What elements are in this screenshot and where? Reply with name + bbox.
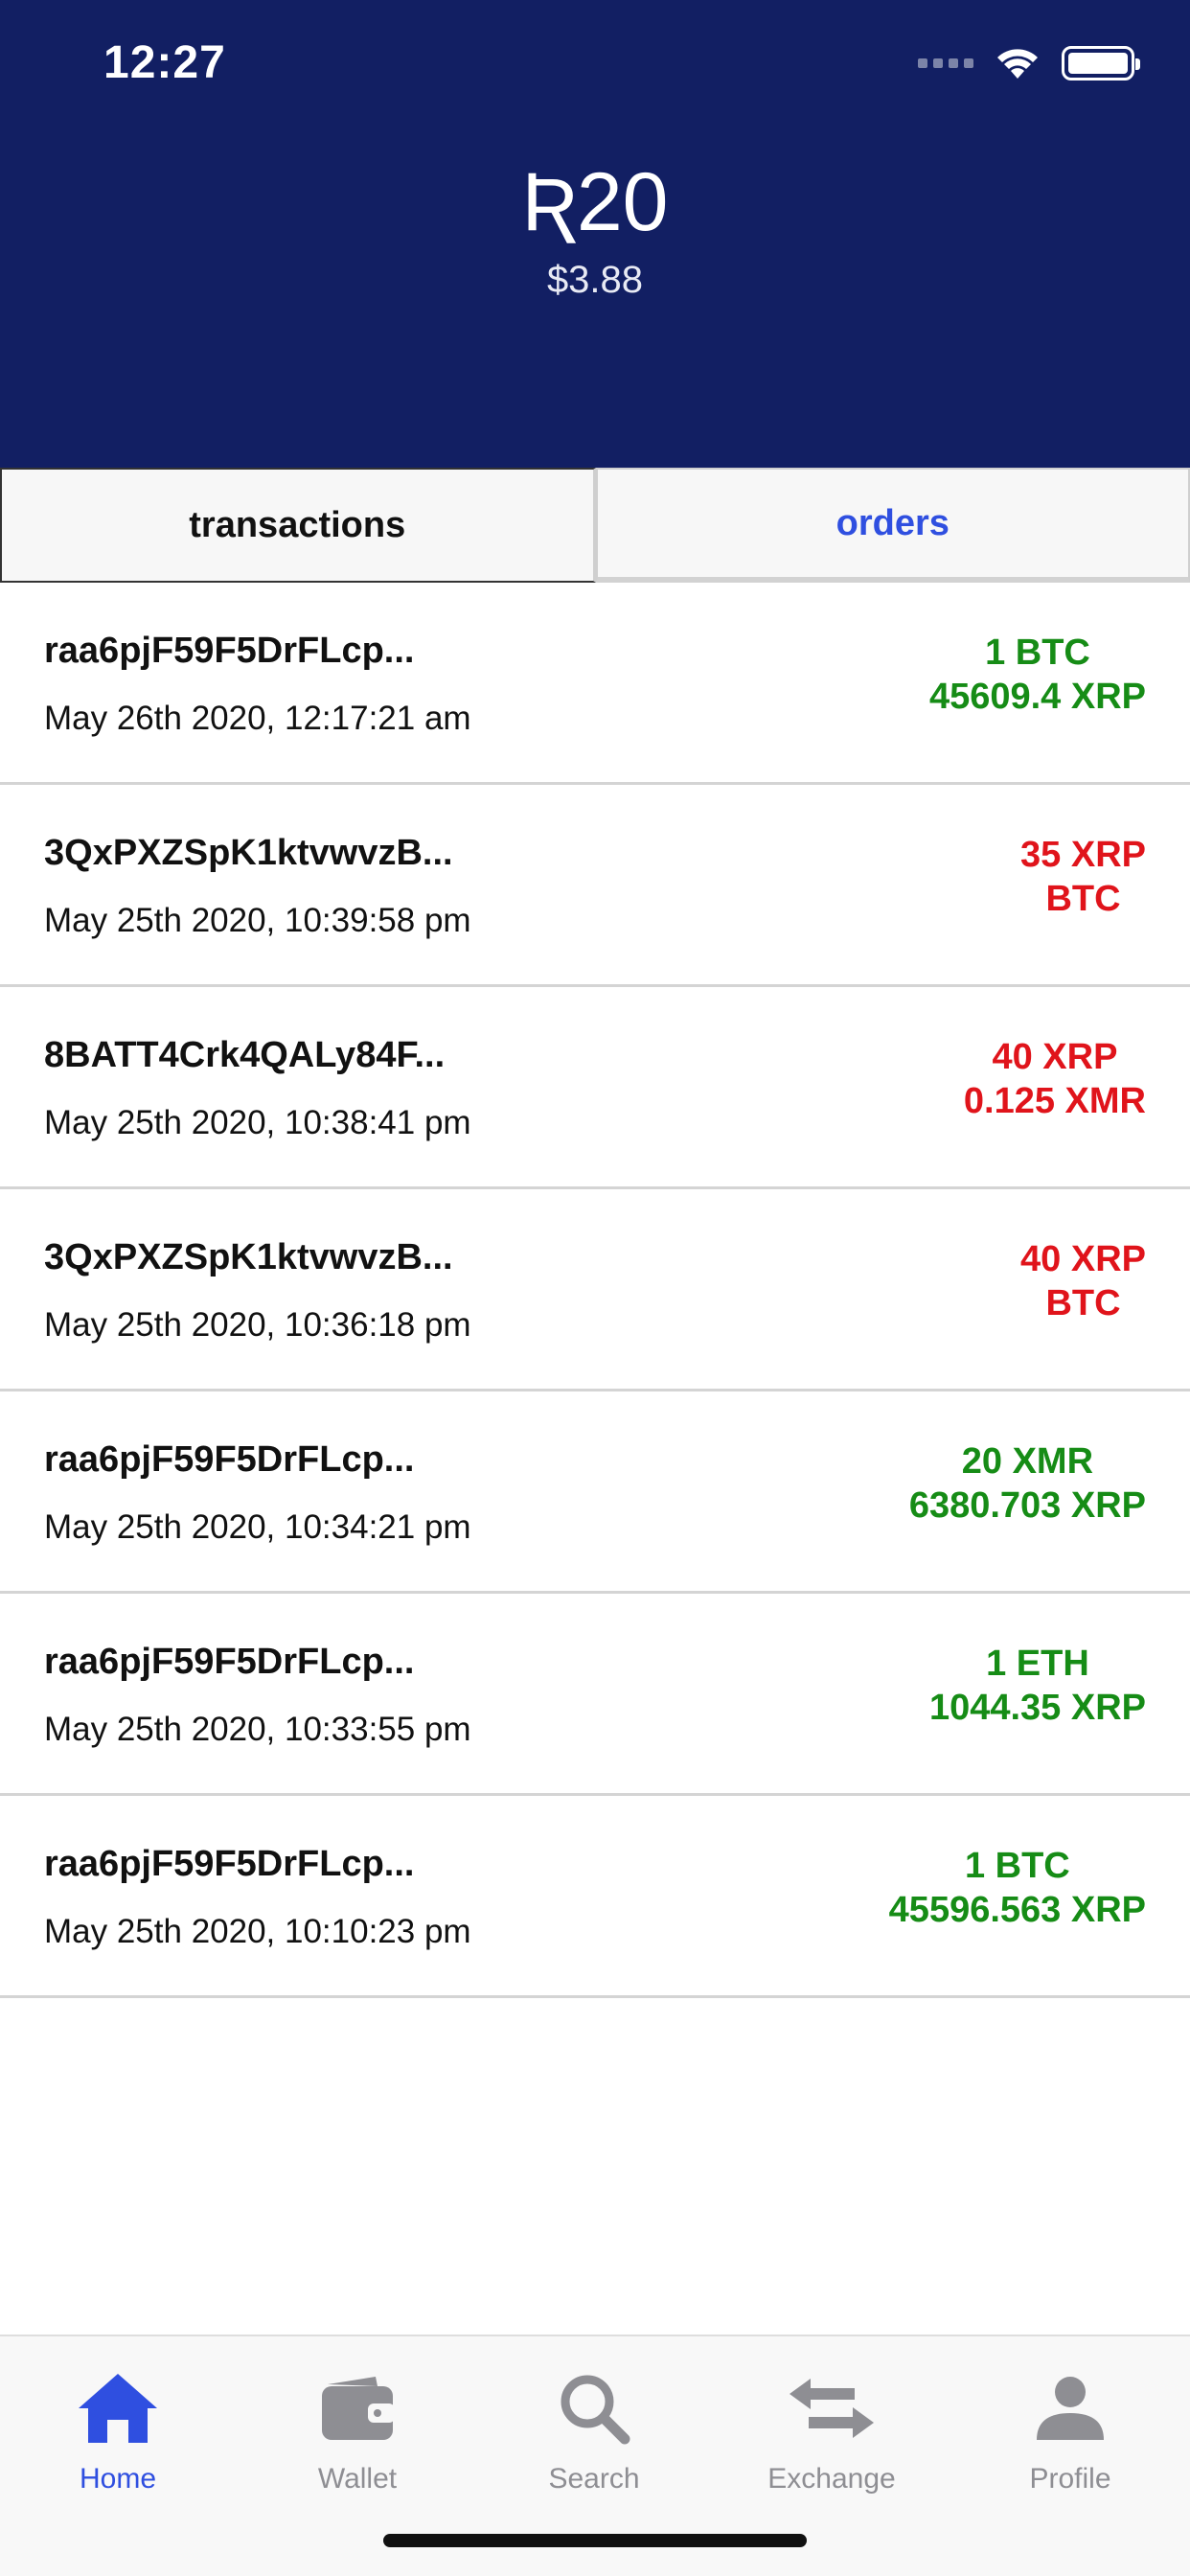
transaction-row[interactable]: raa6pjF59F5DrFLcp... May 25th 2020, 10:3… [0,1594,1190,1796]
nav-exchange[interactable]: Exchange [736,2356,927,2496]
status-icons [918,42,1140,84]
transaction-date: May 26th 2020, 12:17:21 am [44,700,471,737]
transaction-date: May 25th 2020, 10:34:21 pm [44,1508,471,1546]
balance-amount: Ʀ20 [521,156,669,248]
amount-primary: 1 ETH [986,1644,1089,1684]
amount-secondary: 45596.563 XRP [888,1890,1146,1930]
transaction-date: May 25th 2020, 10:10:23 pm [44,1913,471,1950]
tab-bar-segmented: transactions orders [0,468,1190,583]
transaction-row[interactable]: 8BATT4Crk4QALy84F... May 25th 2020, 10:3… [0,987,1190,1189]
transaction-id: raa6pjF59F5DrFLcp... [44,1844,415,1884]
balance-header: 12:27 Ʀ20 $3.88 [0,0,1190,468]
nav-search-label: Search [548,2463,640,2495]
exchange-icon [736,2356,927,2461]
tab-orders[interactable]: orders [595,468,1190,583]
status-time: 12:27 [103,37,226,88]
amount-primary: 35 XRP [1020,835,1146,875]
search-icon [498,2356,690,2461]
nav-wallet-label: Wallet [317,2463,398,2495]
nav-exchange-label: Exchange [767,2463,896,2495]
nav-home[interactable]: Home [22,2356,214,2496]
transaction-id: raa6pjF59F5DrFLcp... [44,631,415,671]
transaction-id: 3QxPXZSpK1ktvwvzB... [44,1237,453,1277]
amount-secondary: BTC [1045,879,1121,919]
transaction-id: 8BATT4Crk4QALy84F... [44,1035,446,1075]
transaction-id: raa6pjF59F5DrFLcp... [44,1642,415,1682]
transaction-date: May 25th 2020, 10:36:18 pm [44,1306,471,1344]
transaction-id: raa6pjF59F5DrFLcp... [44,1439,415,1480]
transaction-date: May 25th 2020, 10:39:58 pm [44,902,471,939]
amount-primary: 1 BTC [985,632,1090,673]
tab-transactions[interactable]: transactions [0,468,596,583]
transaction-amounts: 40 XRP BTC [1020,1237,1146,1325]
amount-secondary: 6380.703 XRP [908,1485,1146,1526]
nav-wallet[interactable]: Wallet [262,2356,453,2496]
transaction-date: May 25th 2020, 10:38:41 pm [44,1104,471,1141]
wifi-icon [995,46,1041,80]
amount-primary: 40 XRP [1020,1239,1146,1279]
transaction-amounts: 1 ETH 1044.35 XRP [929,1642,1146,1730]
profile-icon [974,2356,1166,2461]
transaction-row[interactable]: 3QxPXZSpK1ktvwvzB... May 25th 2020, 10:3… [0,1189,1190,1392]
transaction-id: 3QxPXZSpK1ktvwvzB... [44,833,453,873]
amount-secondary: 0.125 XMR [963,1081,1146,1121]
transaction-list: raa6pjF59F5DrFLcp... May 26th 2020, 12:1… [0,583,1190,1998]
home-indicator [383,2534,807,2547]
balance-usd: $3.88 [546,259,644,301]
transaction-row[interactable]: raa6pjF59F5DrFLcp... May 25th 2020, 10:1… [0,1796,1190,1998]
battery-icon [1062,46,1140,80]
amount-primary: 1 BTC [964,1846,1070,1886]
nav-home-label: Home [79,2463,157,2495]
amount-secondary: 45609.4 XRP [928,677,1146,717]
transaction-amounts: 40 XRP 0.125 XMR [964,1035,1146,1123]
home-icon [22,2356,214,2461]
transaction-amounts: 35 XRP BTC [1020,833,1146,921]
amount-secondary: BTC [1045,1283,1121,1323]
nav-search[interactable]: Search [498,2356,690,2496]
transaction-amounts: 1 BTC 45609.4 XRP [929,631,1146,719]
transaction-amounts: 1 BTC 45596.563 XRP [889,1844,1146,1932]
transaction-amounts: 20 XMR 6380.703 XRP [909,1439,1146,1528]
amount-primary: 20 XMR [961,1441,1094,1482]
amount-secondary: 1044.35 XRP [928,1688,1146,1728]
nav-profile[interactable]: Profile [974,2356,1166,2496]
transaction-row[interactable]: raa6pjF59F5DrFLcp... May 25th 2020, 10:3… [0,1392,1190,1594]
transaction-row[interactable]: 3QxPXZSpK1ktvwvzB... May 25th 2020, 10:3… [0,785,1190,987]
transaction-row[interactable]: raa6pjF59F5DrFLcp... May 26th 2020, 12:1… [0,583,1190,785]
transaction-date: May 25th 2020, 10:33:55 pm [44,1711,471,1748]
cellular-signal-icon [918,58,973,68]
amount-primary: 40 XRP [992,1037,1118,1077]
wallet-icon [262,2356,453,2461]
nav-profile-label: Profile [1029,2463,1111,2495]
